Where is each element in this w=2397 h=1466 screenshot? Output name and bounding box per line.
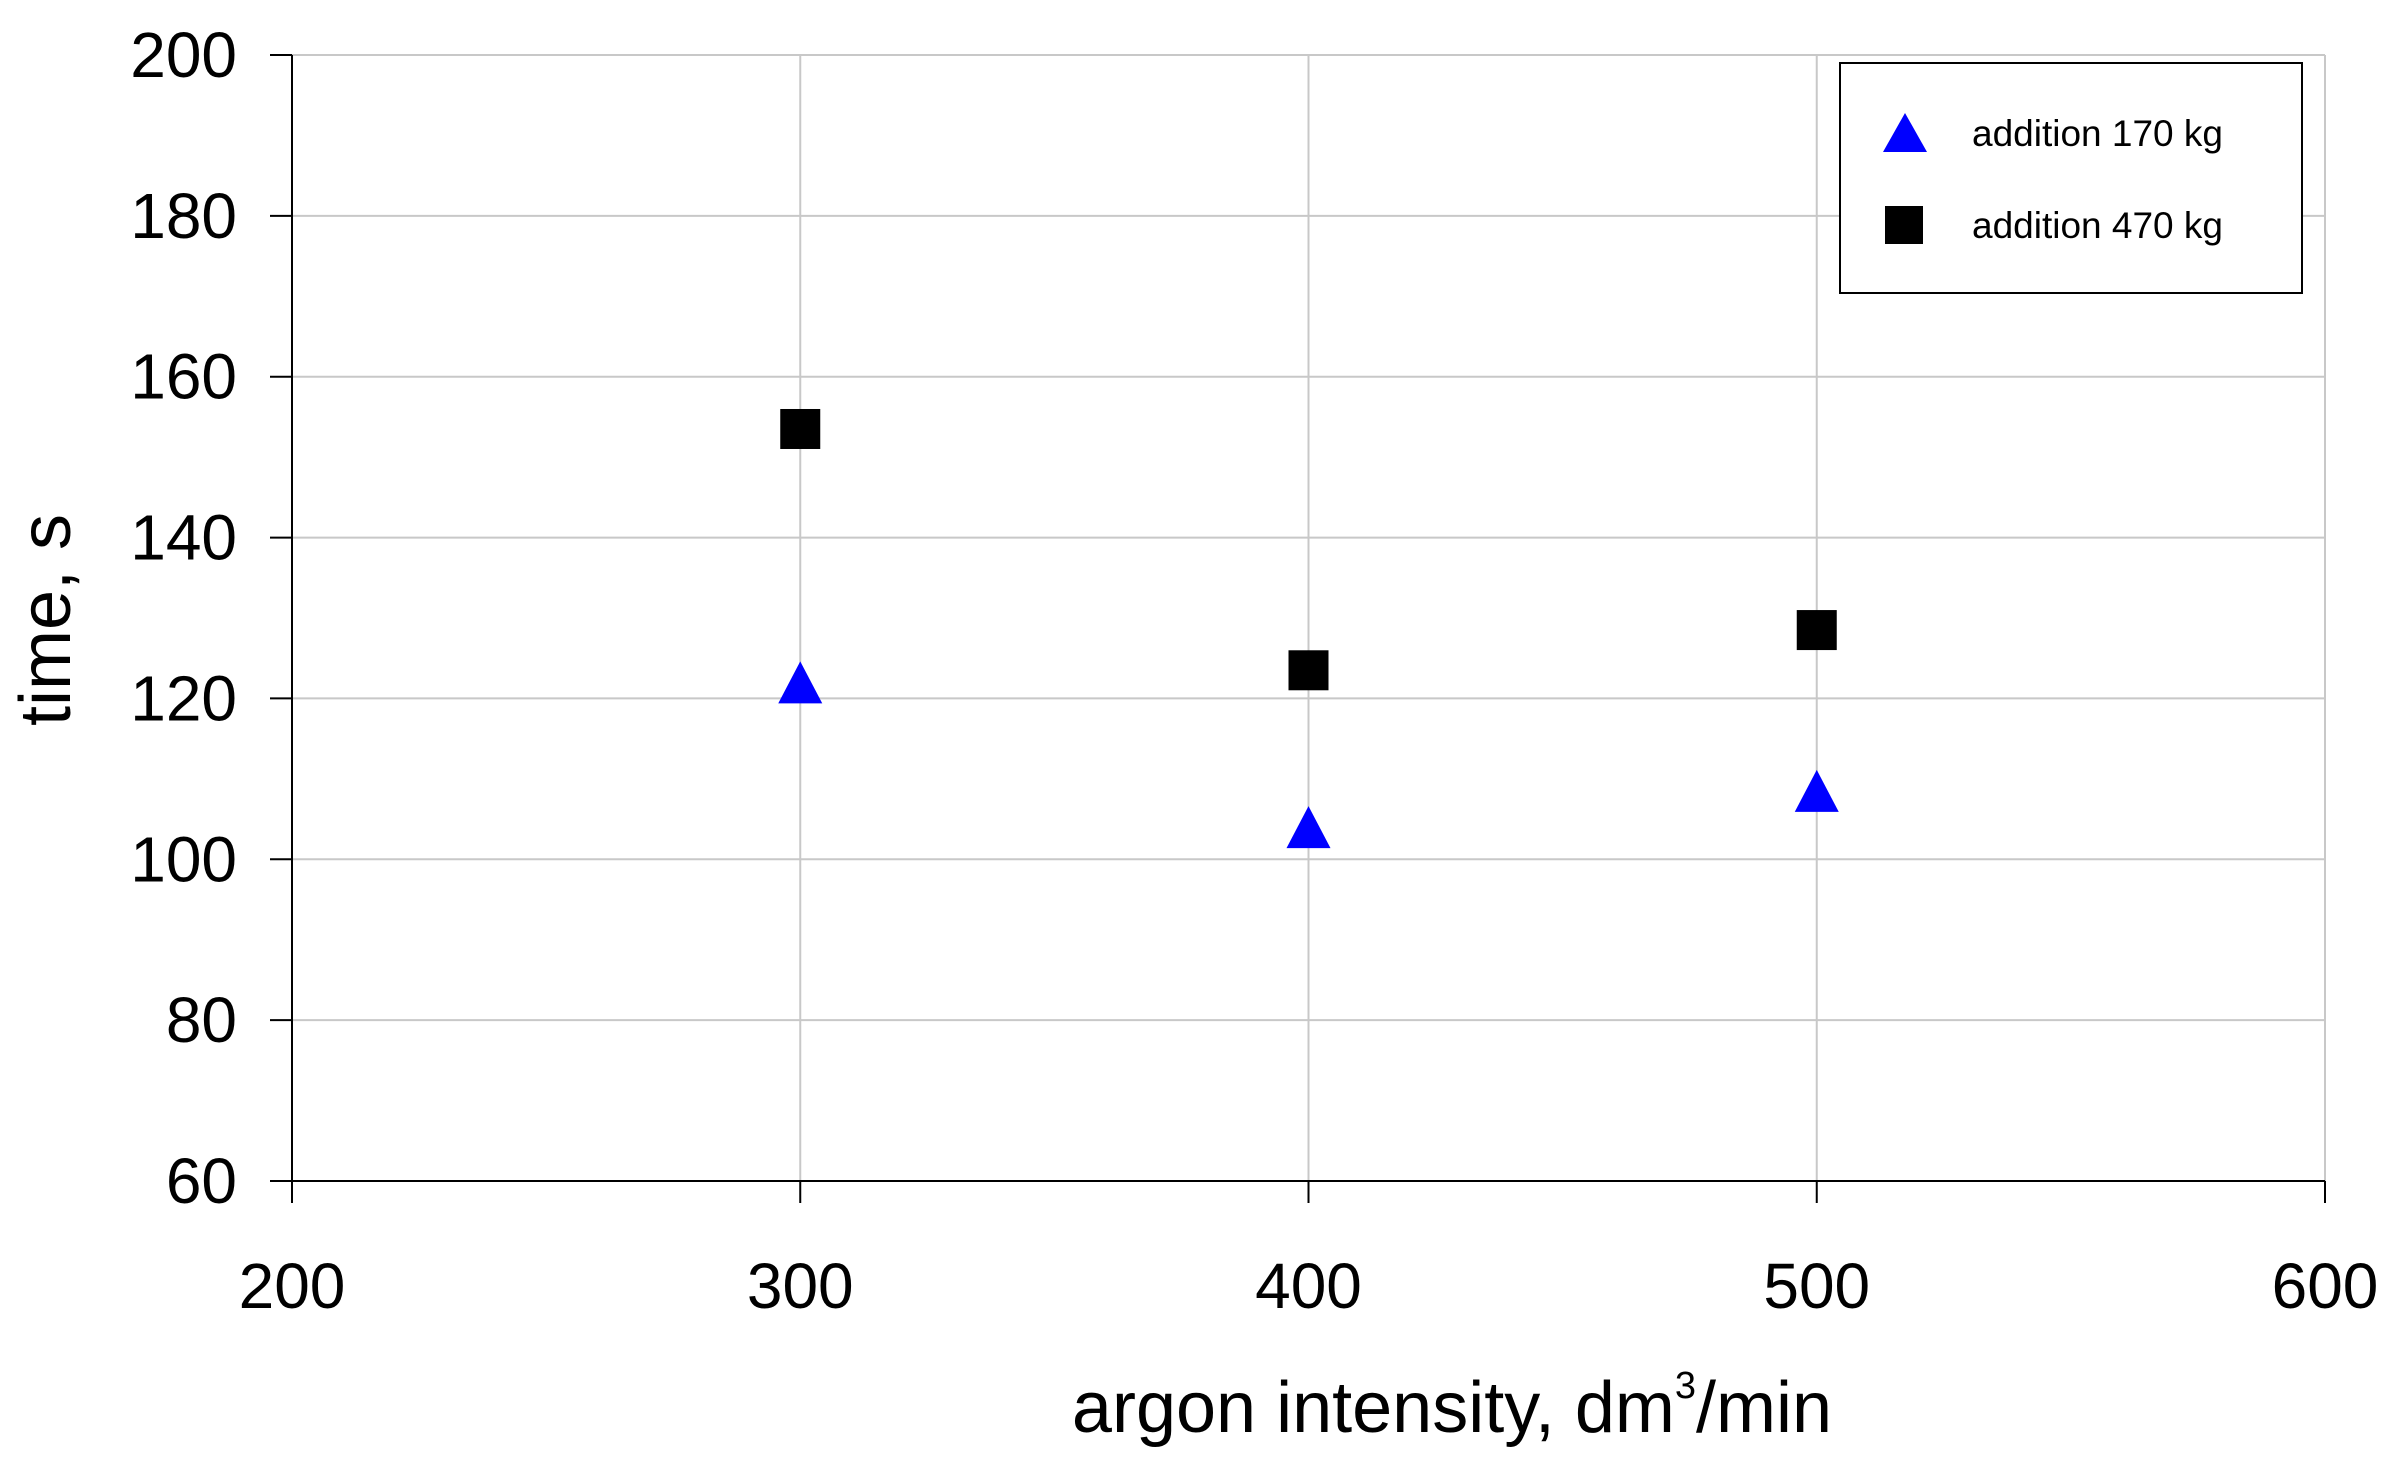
x-tick-label: 600 [2272, 1250, 2379, 1322]
legend-triangle-marker [1883, 113, 1927, 152]
data-point-triangle [1794, 769, 1839, 812]
data-point-triangle [778, 661, 823, 704]
legend-box [1839, 62, 2303, 294]
y-tick-label: 100 [130, 823, 237, 895]
data-points [778, 408, 1839, 849]
grid-lines [292, 54, 2326, 1181]
y-tick-label: 140 [130, 502, 237, 574]
legend-label-470: addition 470 kg [1972, 205, 2223, 246]
y-tick-label: 160 [130, 341, 237, 413]
data-point-square [780, 408, 821, 449]
axes [270, 54, 2326, 1203]
x-tick-label: 300 [747, 1250, 854, 1322]
x-axis-title-superscript: 3 [1675, 1365, 1696, 1407]
x-axis-title: argon intensity, dm3/min [1072, 1365, 1832, 1448]
x-axis-title-main: argon intensity, dm [1072, 1368, 1675, 1448]
legend-square-marker [1885, 206, 1923, 244]
y-tick-label: 200 [130, 19, 237, 91]
data-point-triangle [1286, 806, 1331, 849]
y-tick-label: 60 [166, 1145, 237, 1217]
legend: addition 170 kg addition 470 kg [1839, 62, 2303, 294]
y-tick-label: 120 [130, 662, 237, 734]
x-tick-label: 200 [239, 1250, 346, 1322]
data-point-square [1796, 610, 1837, 651]
legend-label-170: addition 170 kg [1972, 113, 2223, 154]
x-tick-labels: 200 300 400 500 600 [239, 1250, 2379, 1322]
y-tick-labels: 60 80 100 120 140 160 180 200 [130, 19, 237, 1217]
y-tick-label: 180 [130, 180, 237, 252]
data-point-square [1288, 650, 1329, 691]
y-tick-label: 80 [166, 984, 237, 1056]
x-tick-label: 500 [1763, 1250, 1870, 1322]
x-axis-title-suffix: /min [1696, 1368, 1832, 1448]
x-tick-label: 400 [1255, 1250, 1362, 1322]
y-axis-title: time, s [6, 514, 86, 726]
